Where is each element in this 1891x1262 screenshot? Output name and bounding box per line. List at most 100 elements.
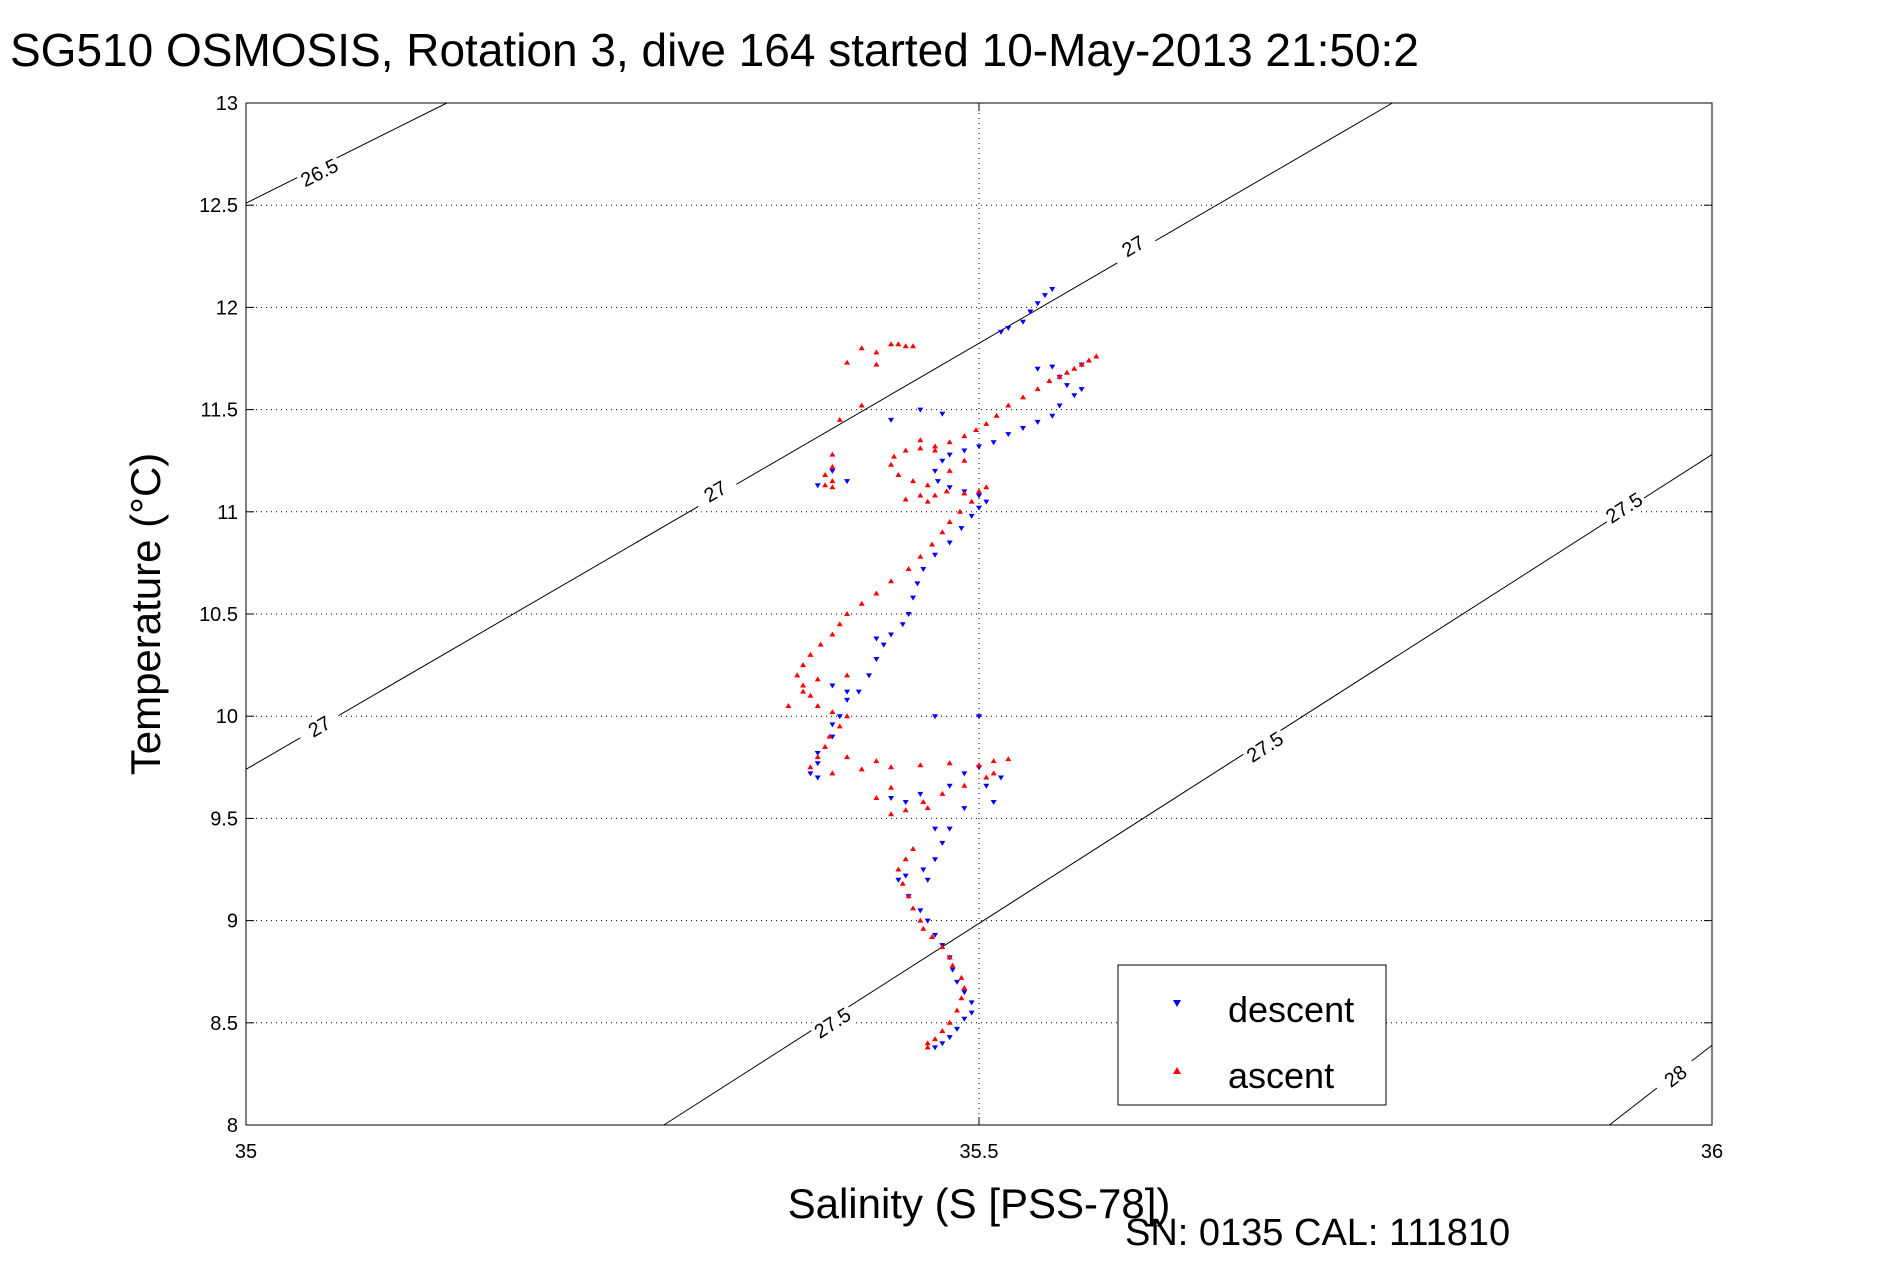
ascent-point <box>924 1044 931 1050</box>
legend-box <box>1117 964 1387 1106</box>
descent-point <box>939 458 946 464</box>
ascent-point <box>873 590 880 596</box>
ascent-point <box>924 498 931 504</box>
descent-point <box>902 800 909 806</box>
descent-point <box>990 800 997 806</box>
series-ascent <box>785 341 1100 1050</box>
descent-point <box>924 877 931 883</box>
ascent-point <box>993 412 1000 418</box>
ascent-point <box>1005 756 1012 762</box>
ascent-point <box>990 770 997 776</box>
descent-marker-icon <box>1173 1000 1181 1007</box>
descent-point <box>829 722 836 728</box>
ascent-point <box>1005 402 1012 408</box>
descent-point <box>905 612 912 617</box>
descent-point <box>844 689 851 695</box>
ascent-point <box>1046 377 1053 383</box>
ascent-point <box>929 541 936 547</box>
ascent-point <box>822 743 829 749</box>
descent-point <box>1049 364 1056 370</box>
descent-point <box>932 1045 939 1051</box>
ascent-point <box>1063 369 1070 375</box>
ascent-point <box>946 467 953 473</box>
ascent-point <box>895 866 902 872</box>
y-tick-label: 10 <box>216 706 238 728</box>
descent-point <box>976 444 982 450</box>
ascent-point <box>822 472 829 478</box>
ascent-point <box>905 893 912 899</box>
y-tick-label: 12 <box>216 297 238 319</box>
descent-point <box>873 656 880 662</box>
descent-point <box>997 775 1004 781</box>
ascent-point <box>873 794 880 800</box>
ascent-point <box>800 688 807 694</box>
ascent-marker-icon <box>1173 1067 1181 1074</box>
descent-point <box>976 505 982 511</box>
ascent-point <box>814 702 821 708</box>
descent-point <box>1041 293 1048 299</box>
descent-point <box>855 689 862 695</box>
descent-point <box>807 771 814 777</box>
legend-label-ascent: ascent <box>1228 1055 1334 1096</box>
ascent-point <box>917 445 924 451</box>
ascent-point <box>910 846 917 852</box>
descent-point <box>990 440 997 446</box>
ascent-point <box>932 447 939 453</box>
descent-point <box>873 636 880 642</box>
ascent-point <box>858 600 865 606</box>
descent-point <box>814 483 821 489</box>
ascent-point <box>932 1036 939 1042</box>
ascent-point <box>800 682 807 688</box>
ascent-point <box>829 451 836 457</box>
ascent-point <box>920 799 927 805</box>
ascent-point <box>973 427 980 433</box>
ascent-point <box>858 345 865 351</box>
ascent-point <box>961 433 968 439</box>
ascent-point <box>958 995 965 1001</box>
descent-point <box>1078 387 1085 393</box>
ascent-point <box>976 488 982 494</box>
ascent-point <box>924 805 931 811</box>
descent-point <box>814 750 821 756</box>
ascent-point <box>983 484 990 490</box>
ascent-point <box>946 760 953 766</box>
descent-point <box>961 1016 968 1022</box>
ascent-point <box>844 359 851 365</box>
ascent-point <box>958 974 965 980</box>
descent-point <box>1071 393 1078 399</box>
y-tick-label: 8.5 <box>210 1013 238 1035</box>
descent-point <box>829 734 836 740</box>
y-tick-label: 9.5 <box>210 808 238 830</box>
ascent-point <box>858 766 865 772</box>
descent-point <box>946 452 953 458</box>
ascent-point <box>807 764 814 770</box>
descent-point <box>961 990 968 996</box>
descent-point <box>914 581 921 587</box>
ascent-point <box>917 553 924 559</box>
ascent-point <box>902 496 909 502</box>
descent-point <box>939 1041 946 1047</box>
descent-point <box>844 479 851 485</box>
ascent-point <box>902 447 909 453</box>
descent-point <box>968 1010 975 1016</box>
ascent-point <box>956 508 963 514</box>
x-tick-label: 35 <box>235 1141 257 1163</box>
ascent-point <box>961 457 968 463</box>
descent-point <box>829 683 836 689</box>
isopycnal-label-bg <box>294 152 344 193</box>
y-tick-label: 9 <box>227 911 238 933</box>
isopycnal-label-bg <box>1599 486 1649 529</box>
descent-point <box>888 417 895 423</box>
ascent-point <box>836 723 843 729</box>
ascent-point <box>954 1007 961 1013</box>
ascent-point <box>917 437 924 443</box>
ascent-point <box>1019 394 1026 400</box>
ascent-point <box>829 631 836 637</box>
ascent-point <box>895 341 902 347</box>
descent-point <box>946 826 953 832</box>
descent-point <box>968 513 975 519</box>
isopycnal-label-bg <box>807 1001 857 1044</box>
series-descent <box>807 287 1085 1051</box>
descent-point <box>899 622 906 628</box>
ascent-point <box>888 341 895 347</box>
